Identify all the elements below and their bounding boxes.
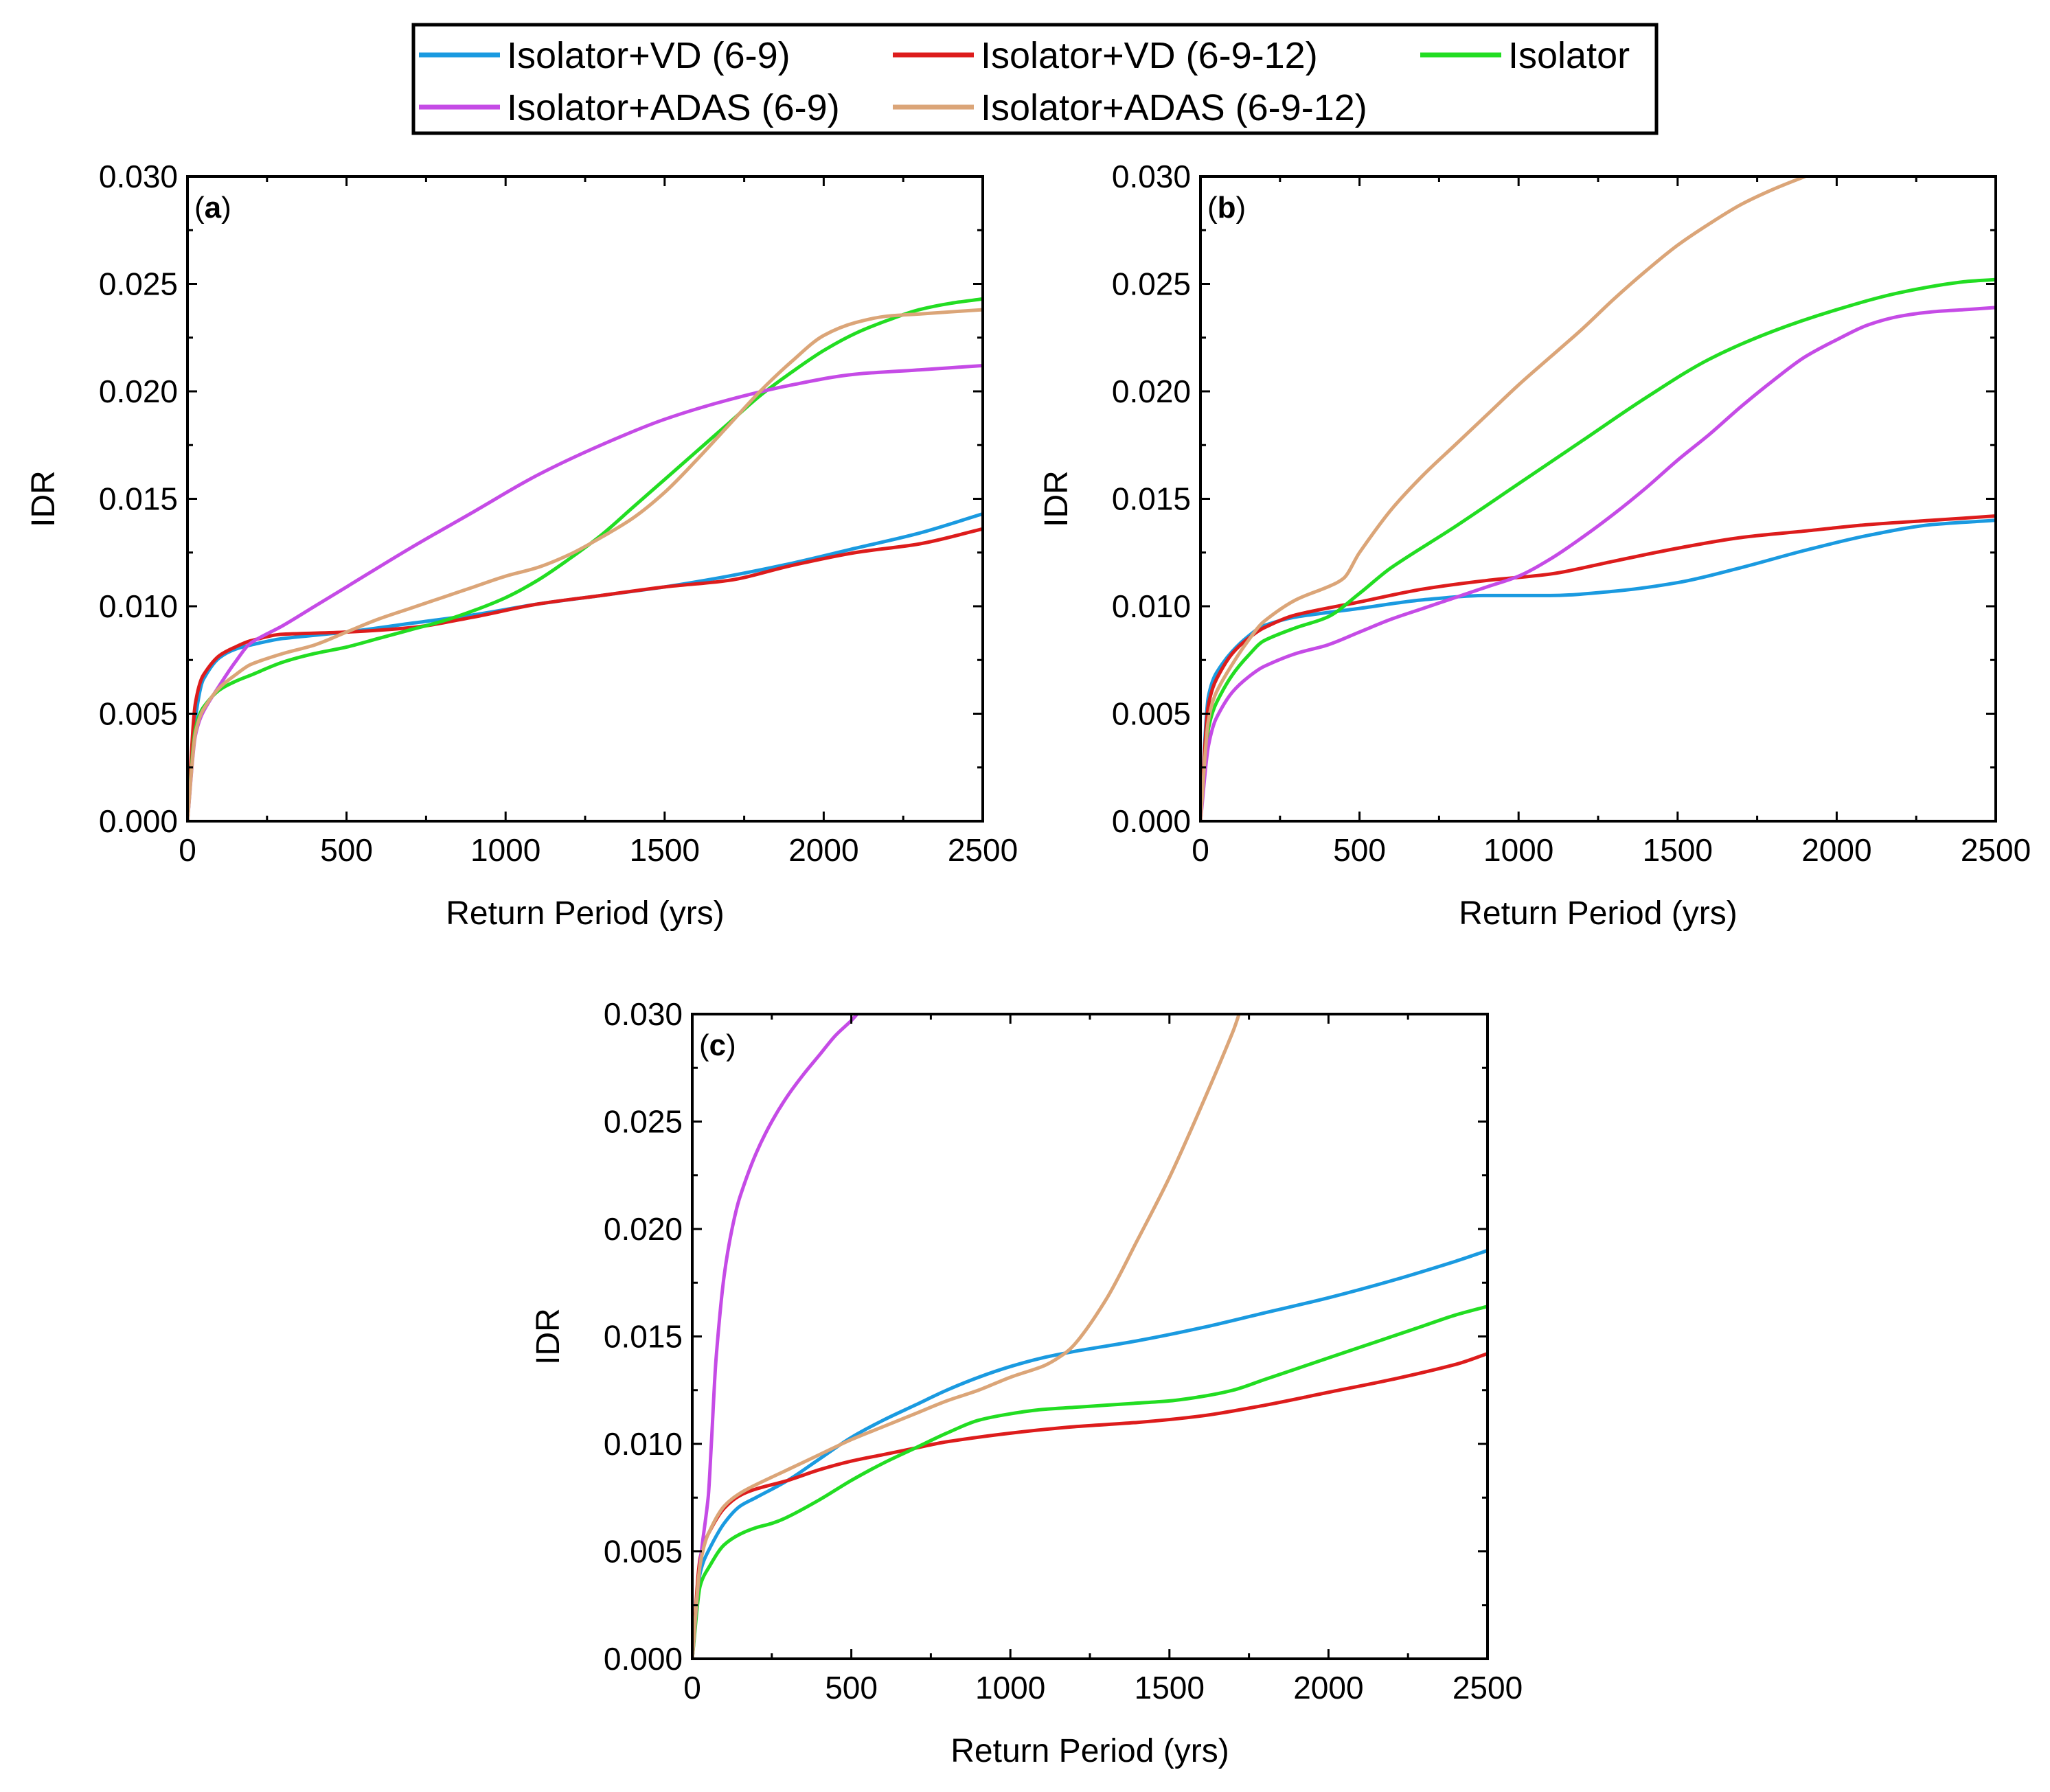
x-axis-title: Return Period (yrs) (446, 895, 724, 932)
panel-label-open: ( (194, 191, 205, 225)
panel-label: (a) (194, 191, 231, 225)
panel-label: (b) (1207, 191, 1246, 225)
series-line-iso (692, 1305, 1488, 1659)
y-tick-label: 0.015 (604, 1319, 683, 1355)
x-tick-label: 1000 (1483, 832, 1553, 868)
x-tick-label: 2000 (788, 832, 858, 868)
panel-label-close: ) (726, 1029, 736, 1062)
series-group (692, 1014, 1488, 1659)
legend-label-vd69: Isolator+VD (6-9) (507, 35, 790, 76)
panel-label-letter: b (1218, 191, 1236, 225)
series-line-adas6912 (692, 1014, 1241, 1659)
panel-label-open: ( (699, 1029, 709, 1062)
series-line-adas6912 (187, 308, 983, 821)
panel-label-close: ) (221, 191, 231, 225)
y-tick-label: 0.005 (99, 696, 178, 732)
legend-label-vd6912: Isolator+VD (6-9-12) (981, 35, 1318, 76)
panel-label: (c) (699, 1029, 736, 1062)
x-tick-label: 2500 (1961, 832, 2031, 868)
x-tick-label: 2000 (1293, 1670, 1363, 1705)
x-axis-title: Return Period (yrs) (950, 1733, 1229, 1769)
legend-label-adas6912: Isolator+ADAS (6-9-12) (981, 87, 1367, 128)
x-tick-label: 500 (320, 832, 373, 868)
y-tick-label: 0.015 (99, 481, 178, 517)
legend: Isolator+VD (6-9) Isolator+VD (6-9-12) Iso… (411, 23, 1659, 135)
x-tick-label: 2000 (1801, 832, 1871, 868)
y-tick-label: 0.005 (1112, 696, 1191, 732)
chart-panel-b: 0 500 1000 1500 2000 2500 0.000 0.005 0.010 0.015… (1038, 159, 2031, 932)
x-tick-label: 0 (179, 832, 196, 868)
chart-panel-c: 0 500 1000 1500 2000 2500 0.000 0.005 0.010 0.015… (530, 996, 1523, 1769)
series-line-vd69 (187, 512, 983, 821)
series-line-adas69 (1200, 306, 1996, 821)
panel-label-letter: a (205, 191, 222, 225)
series-line-vd69 (692, 1248, 1488, 1659)
series-group (187, 297, 983, 821)
x-tick-label: 0 (1192, 832, 1209, 868)
y-tick-label: 0.025 (604, 1104, 683, 1140)
x-tick-label: 0 (683, 1670, 701, 1705)
x-tick-label: 1000 (470, 832, 540, 868)
plot-frame (186, 175, 984, 823)
x-tick-label: 1500 (1643, 832, 1713, 868)
y-tick-label: 0.000 (1112, 803, 1191, 839)
y-tick-label: 0.025 (99, 266, 178, 302)
x-tick-label: 500 (1333, 832, 1386, 868)
x-tick-label: 1500 (630, 832, 700, 868)
series-line-iso (187, 297, 983, 821)
series-line-adas69 (692, 1014, 860, 1659)
y-tick-label: 0.030 (1112, 159, 1191, 194)
series-line-adas6912 (1200, 176, 1810, 821)
y-tick-label: 0.000 (604, 1641, 683, 1677)
legend-label-adas69: Isolator+ADAS (6-9) (507, 87, 840, 128)
y-tick-label: 0.030 (99, 159, 178, 194)
y-tick-label: 0.020 (99, 374, 178, 409)
legend-label-iso: Isolator (1508, 35, 1630, 76)
x-axis-title: Return Period (yrs) (1459, 895, 1737, 932)
y-tick-label: 0.010 (99, 588, 178, 624)
series-line-vd6912 (1200, 514, 1996, 821)
x-tick-label: 2500 (948, 832, 1018, 868)
plot-frame (1199, 175, 1997, 823)
y-tick-label: 0.005 (604, 1534, 683, 1570)
plot-frame (691, 1013, 1489, 1660)
x-tick-label: 1500 (1135, 1670, 1205, 1705)
series-group (1200, 176, 1996, 821)
panel-label-letter: c (709, 1029, 726, 1062)
y-tick-label: 0.015 (1112, 481, 1191, 517)
series-line-iso (1200, 277, 1996, 821)
y-tick-label: 0.000 (99, 803, 178, 839)
x-tick-label: 2500 (1453, 1670, 1523, 1705)
panel-label-open: ( (1207, 191, 1218, 225)
legend-box (411, 23, 1659, 135)
y-axis-title: IDR (530, 1308, 567, 1365)
panel-label-close: ) (1236, 191, 1246, 225)
y-tick-label: 0.020 (1112, 374, 1191, 409)
series-line-vd6912 (187, 527, 983, 821)
y-tick-label: 0.030 (604, 996, 683, 1032)
x-tick-label: 1000 (975, 1670, 1045, 1705)
y-tick-label: 0.025 (1112, 266, 1191, 302)
chart-panel-a: 0 500 1000 1500 2000 2500 0.000 0.005 0.010 0.015… (25, 159, 1018, 932)
series-line-adas69 (187, 363, 983, 821)
y-tick-label: 0.010 (604, 1426, 683, 1462)
y-tick-label: 0.010 (1112, 588, 1191, 624)
x-tick-label: 500 (825, 1670, 878, 1705)
y-axis-title: IDR (1038, 470, 1075, 527)
y-tick-label: 0.020 (604, 1211, 683, 1247)
y-axis-title: IDR (25, 470, 62, 527)
